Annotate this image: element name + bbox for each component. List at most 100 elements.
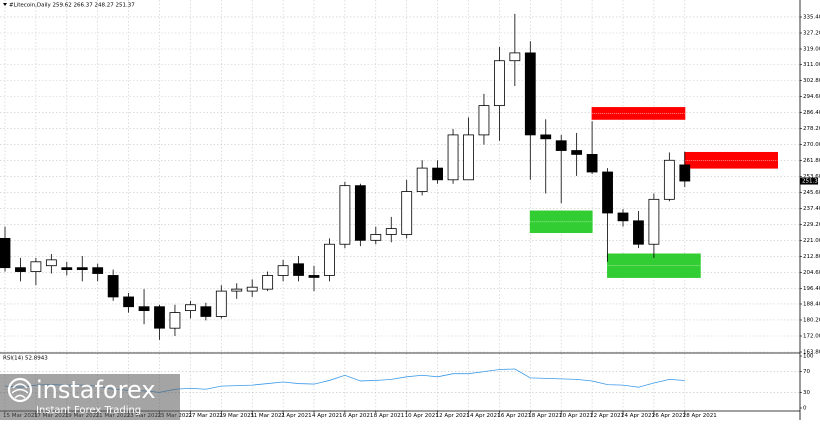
candle-body <box>308 275 320 278</box>
candle-body <box>540 134 552 140</box>
y-tick-label: 335.40 <box>803 14 820 20</box>
y-tick-label: 270.00 <box>803 142 820 148</box>
candle-body <box>231 288 243 292</box>
x-tick-label: 29 Mar 2021 <box>219 413 254 419</box>
x-tick-label: 18 Apr 2021 <box>528 413 562 419</box>
x-tick-label: 26 Apr 2021 <box>652 413 686 419</box>
x-tick-label: 10 Apr 2021 <box>405 413 439 419</box>
y-tick-label: 319.00 <box>803 46 820 52</box>
y-tick-label: 278.20 <box>803 126 820 132</box>
logo-icon <box>7 377 33 403</box>
candle-body <box>76 267 88 271</box>
x-tick-label: 31 Mar 2021 <box>250 413 285 419</box>
candle-body <box>138 306 150 312</box>
y-tick-label: 180.20 <box>803 317 820 323</box>
candle-body <box>354 185 366 241</box>
x-tick-label: 27 Mar 2021 <box>188 413 223 419</box>
title-arrow <box>3 3 7 6</box>
candle-body <box>92 267 104 274</box>
logo-backdrop <box>0 374 180 420</box>
rsi-y-tick-label: 100 <box>803 354 814 360</box>
x-tick-label: 6 Apr 2021 <box>343 413 374 419</box>
x-tick-label: 16 Apr 2021 <box>497 413 531 419</box>
candle-body <box>45 259 57 267</box>
candle-body <box>463 134 474 181</box>
candle-body <box>401 191 413 235</box>
y-tick-label: 172.00 <box>803 333 820 339</box>
candle-body <box>154 306 165 329</box>
y-tick-label: 196.40 <box>803 286 820 292</box>
y-tick-label: 311.00 <box>803 62 820 68</box>
candle-body <box>184 304 196 312</box>
candle-body <box>617 212 629 222</box>
rsi-label: RSI(14) 52.8943 <box>3 356 48 362</box>
candle-body <box>293 263 304 276</box>
logo-tagline: Instant Forex Trading <box>36 405 141 416</box>
candle-body <box>262 275 274 290</box>
price-tag <box>800 177 818 185</box>
y-tick-label: 253.60 <box>803 174 820 180</box>
candle-body <box>200 306 212 317</box>
y-tick-label: 204.60 <box>803 270 820 276</box>
y-tick-label: 237.40 <box>803 206 820 212</box>
candle-body <box>339 185 351 245</box>
candle-body <box>215 290 227 317</box>
candle-body <box>447 134 459 181</box>
candle-body <box>15 267 26 272</box>
candle-body <box>555 140 567 151</box>
y-tick-label: 245.60 <box>803 190 820 196</box>
candle-body <box>509 52 521 62</box>
y-tick-label: 302.80 <box>803 78 820 84</box>
candle-body <box>277 265 289 276</box>
candle-body <box>123 296 134 308</box>
candle-body <box>478 105 490 136</box>
candle-body <box>524 52 536 136</box>
candle-body <box>663 159 675 200</box>
candle-body <box>169 312 181 329</box>
candle-body <box>416 167 428 192</box>
candle-body <box>648 198 660 245</box>
logo-name: instaforex <box>36 376 156 404</box>
y-tick-label: 327.20 <box>803 30 820 36</box>
y-tick-label: 229.20 <box>803 222 820 228</box>
rsi-y-tick-label: 0 <box>803 406 807 412</box>
candle-body <box>385 228 397 235</box>
y-tick-label: 221.00 <box>803 238 820 244</box>
candle-body <box>586 154 598 173</box>
x-tick-label: 12 Apr 2021 <box>436 413 470 419</box>
candle-body <box>324 243 335 276</box>
x-tick-label: 24 Apr 2021 <box>621 413 655 419</box>
y-tick-label: 188.40 <box>803 301 820 307</box>
candle-body <box>602 171 613 214</box>
y-tick-label: 163.80 <box>803 350 820 356</box>
x-tick-label: 8 Apr 2021 <box>374 413 405 419</box>
logo-icon-lines <box>11 383 29 399</box>
y-tick-label: 294.60 <box>803 94 820 100</box>
price-tag-label: 251.37 <box>802 179 820 185</box>
candle-body <box>493 60 505 107</box>
candle-body <box>370 234 382 241</box>
candle-body <box>432 167 444 181</box>
x-tick-label: 28 Apr 2021 <box>683 413 717 419</box>
rsi-y-tick-label: 30 <box>803 390 810 396</box>
candle-body <box>61 267 73 271</box>
candle-body <box>0 237 11 269</box>
y-tick-label: 212.80 <box>803 254 820 260</box>
candle-body <box>107 275 119 298</box>
x-tick-label: 22 Apr 2021 <box>590 413 624 419</box>
logo: instaforex Instant Forex Trading <box>0 374 180 420</box>
x-tick-label: 20 Apr 2021 <box>559 413 593 419</box>
candle-body <box>571 150 583 155</box>
y-tick-label: 286.40 <box>803 110 820 116</box>
x-tick-label: 2 Apr 2021 <box>281 413 312 419</box>
candle-body <box>30 261 42 272</box>
x-tick-label: 4 Apr 2021 <box>312 413 343 419</box>
y-tick-label: 261.80 <box>803 158 820 164</box>
candle-body <box>679 164 691 182</box>
x-tick-label: 14 Apr 2021 <box>467 413 501 419</box>
candle-body <box>633 220 644 245</box>
chart-title: #Litecoin,Daily 259.62 266.37 248.27 251… <box>9 3 135 9</box>
rsi-y-tick-label: 70 <box>803 369 810 375</box>
candle-body <box>246 286 258 292</box>
